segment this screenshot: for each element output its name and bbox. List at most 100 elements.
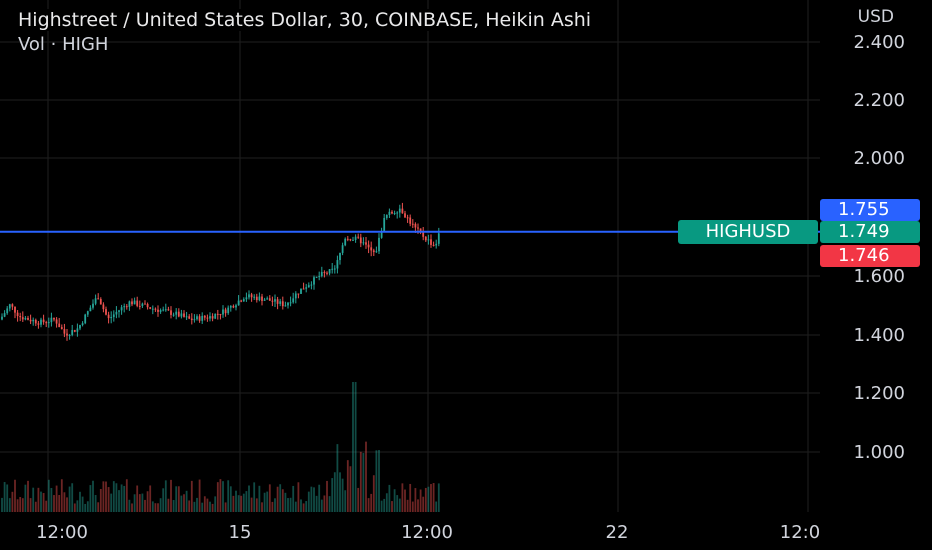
volume-bar: [55, 485, 58, 512]
x-tick-label: 12:00: [36, 522, 88, 543]
candle-body: [131, 301, 133, 305]
candle-body: [81, 323, 84, 326]
bid-price-tag: 1.746: [820, 245, 920, 267]
currency-label: USD: [857, 7, 894, 27]
volume-bar: [287, 498, 289, 512]
volume-bar: [375, 450, 378, 512]
candle-body: [79, 325, 81, 329]
volume-bar: [328, 496, 331, 512]
volume-bar: [8, 498, 11, 512]
volume-bar: [196, 497, 198, 512]
candle-body: [86, 311, 89, 315]
candle-body: [203, 315, 206, 318]
volume-bar: [118, 490, 120, 512]
candle-body: [219, 313, 222, 315]
y-axis: 2.400 2.200 2.000 1.600 1.400 1.200 1.000: [853, 32, 905, 463]
y-tick-label: 2.400: [853, 32, 905, 53]
volume-bar: [136, 485, 139, 512]
candle-body: [276, 299, 279, 304]
candle-body: [380, 232, 383, 238]
candle-body: [370, 247, 373, 251]
volume-bar: [47, 479, 50, 512]
candle-body: [250, 294, 253, 298]
candle-body: [115, 311, 118, 315]
volume-bar: [362, 453, 365, 512]
volume-bar: [370, 493, 373, 512]
volume-bar: [414, 488, 417, 512]
volume-bar: [219, 479, 222, 512]
volume-bar: [227, 480, 230, 512]
volume-bar: [76, 500, 79, 512]
candle-body: [367, 244, 370, 248]
volume-bar: [138, 494, 141, 512]
volume-bar: [385, 493, 388, 512]
candle-body: [89, 307, 92, 312]
volume-bar: [203, 496, 206, 512]
candle-body: [333, 268, 336, 270]
candle-body: [240, 300, 243, 302]
candle-body: [328, 269, 331, 274]
volume-bar: [123, 485, 126, 512]
volume-bar: [107, 487, 110, 512]
candle-body: [323, 272, 326, 274]
volume-bar: [380, 500, 383, 512]
candle-body: [40, 319, 42, 325]
candle-body: [136, 300, 139, 306]
candle-body: [92, 303, 94, 308]
volume-bar: [45, 500, 48, 512]
volume-bar: [14, 479, 16, 512]
candle-body: [284, 305, 287, 307]
candle-body: [289, 302, 292, 304]
volume-bar: [3, 482, 6, 512]
volume-bar: [16, 499, 19, 512]
ask-price-tag: 1.755: [820, 199, 920, 221]
candle-body: [266, 298, 269, 300]
candle-body: [133, 300, 136, 305]
candle-body: [125, 306, 128, 308]
y-tick-label: 1.000: [853, 442, 905, 463]
candle-body: [3, 313, 6, 317]
volume-bar: [180, 495, 183, 512]
volume-bar: [396, 495, 399, 512]
volume-bar: [170, 479, 172, 512]
candle-body: [209, 316, 211, 319]
candle-body: [99, 299, 102, 305]
candle-body: [151, 308, 154, 310]
candle-body: [183, 313, 185, 317]
candle-body: [411, 223, 414, 225]
volume-bar: [172, 500, 175, 512]
candle-body: [305, 287, 308, 289]
volume-bar: [24, 484, 27, 512]
volume-bar: [302, 503, 305, 512]
volume-bar: [183, 494, 185, 512]
candle-body: [162, 309, 165, 311]
volume-bar: [224, 502, 227, 512]
symbol-price-label: HIGHUSD: [678, 220, 818, 244]
volume-bar: [305, 501, 308, 512]
candle-body: [235, 305, 237, 308]
volume-bar: [409, 483, 412, 512]
volume-bar: [232, 495, 235, 512]
x-tick-label: 12:00: [401, 522, 453, 543]
candle-body: [55, 319, 58, 324]
candle-body: [105, 309, 107, 315]
candle-body: [19, 316, 22, 318]
volume-bar: [263, 492, 266, 512]
candle-body: [318, 276, 321, 278]
volume-bar: [248, 485, 250, 512]
candle-body: [255, 296, 258, 301]
volume-bar: [128, 499, 131, 512]
candle-body: [14, 306, 16, 313]
volume-bar: [383, 498, 386, 512]
volume-bar: [352, 382, 354, 512]
volume-bar: [29, 498, 32, 512]
volume-bar: [214, 496, 217, 512]
candle-body: [167, 309, 170, 311]
candle-body: [362, 242, 365, 244]
candle-body: [66, 333, 68, 336]
volume-bar: [1, 497, 3, 512]
candle-body: [123, 306, 126, 308]
candle-body: [398, 208, 401, 213]
candle-body: [237, 300, 240, 306]
